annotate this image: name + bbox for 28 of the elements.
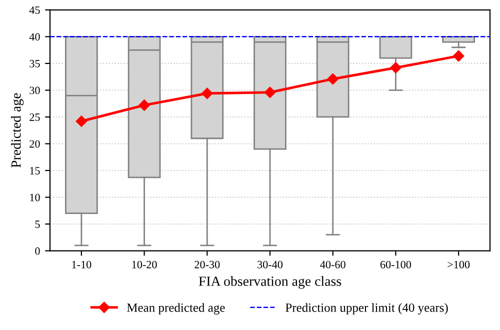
point xyxy=(76,116,88,127)
y-tick-label: 5 xyxy=(35,220,40,228)
y-tick-label: 20 xyxy=(30,140,40,148)
point xyxy=(390,62,402,74)
y-tick-label: 10 xyxy=(30,194,40,202)
y-tick-label: 35 xyxy=(30,60,40,68)
x-tick-label: 60-100 xyxy=(380,260,412,268)
y-axis-title: Predicted age xyxy=(10,93,24,168)
y-tick-label: 15 xyxy=(30,167,40,174)
x-tick-label: 1-10 xyxy=(72,260,92,268)
x-tick-label: 20-30 xyxy=(194,260,220,268)
y-tick-label: 0 xyxy=(35,247,40,255)
x-tick-label: 10-20 xyxy=(132,260,157,268)
x-tick-label: 40-60 xyxy=(320,260,346,268)
point xyxy=(138,100,150,111)
point xyxy=(327,73,338,85)
point xyxy=(202,88,213,100)
x-axis-title: FIA observation age class xyxy=(198,276,342,289)
y-tick-label: 40 xyxy=(29,33,40,41)
y-tick-label: 25 xyxy=(30,113,40,121)
y-tick-label: 45 xyxy=(29,6,40,14)
y-tick-label: 30 xyxy=(30,86,40,94)
point xyxy=(264,86,276,98)
x-tick-label: >100 xyxy=(448,260,470,268)
legend-label: Mean predicted age xyxy=(127,303,225,314)
x-tick-label: 30-40 xyxy=(258,260,283,268)
point xyxy=(452,50,464,62)
legend-label: Prediction upper limit (40 years) xyxy=(286,303,448,314)
